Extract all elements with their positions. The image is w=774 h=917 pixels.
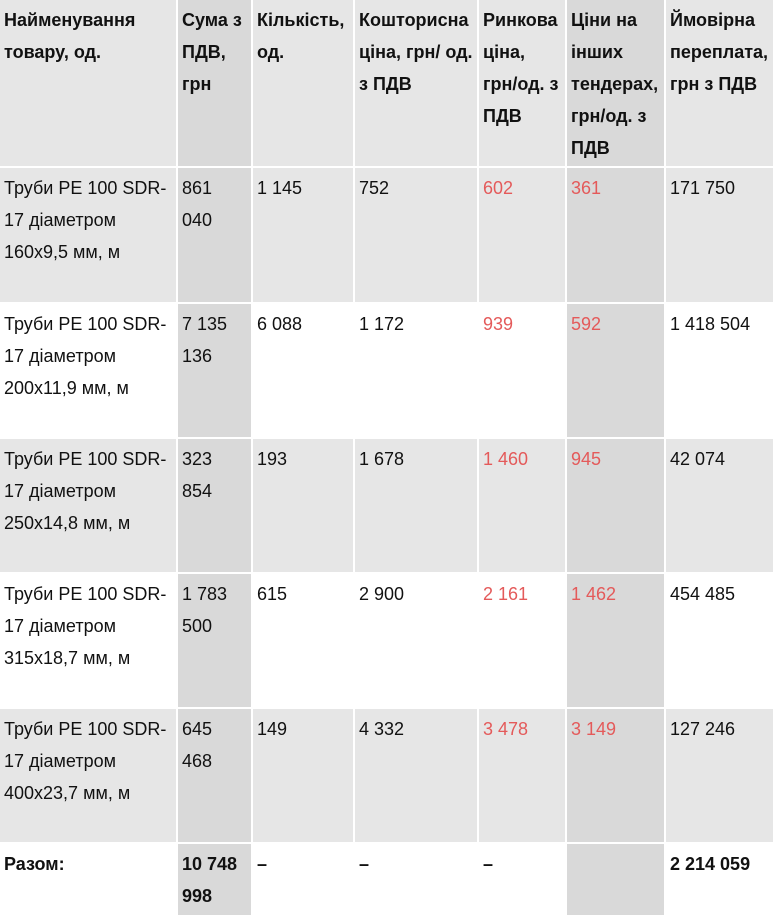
cell-sum: 861 040: [177, 167, 253, 304]
column-header-estimate-price: Кошторисна ціна, грн/ од. з ПДВ: [354, 0, 479, 168]
cell-market-price: 3 478: [478, 708, 567, 844]
cell-quantity: 615: [252, 573, 355, 709]
total-market-price: –: [478, 843, 567, 917]
cell-other-tenders-price: 945: [566, 438, 666, 574]
column-header-sum: Сума з ПДВ, грн: [177, 0, 253, 168]
cell-estimate-price: 1 172: [354, 303, 479, 439]
cell-estimate-price: 2 900: [354, 573, 479, 709]
cell-overpayment: 127 246: [665, 708, 774, 844]
table-row: Труби PE 100 SDR-17 діаметром 315х18,7 м…: [0, 573, 774, 709]
cell-other-tenders-price: 592: [566, 303, 666, 439]
cell-name: Труби PE 100 SDR-17 діаметром 200х11,9 м…: [0, 303, 178, 439]
column-header-name: Найменування товару, од.: [0, 0, 178, 168]
cell-estimate-price: 1 678: [354, 438, 479, 574]
cell-other-tenders-price: 3 149: [566, 708, 666, 844]
cell-overpayment: 42 074: [665, 438, 774, 574]
cell-quantity: 193: [252, 438, 355, 574]
table-row: Труби PE 100 SDR-17 діаметром 200х11,9 м…: [0, 303, 774, 439]
cell-sum: 1 783 500: [177, 573, 253, 709]
table-row: Труби PE 100 SDR-17 діаметром 400х23,7 м…: [0, 708, 774, 844]
cell-other-tenders-price: 361: [566, 167, 666, 304]
total-overpayment: 2 214 059: [665, 843, 774, 917]
total-quantity: –: [252, 843, 355, 917]
total-estimate-price: –: [354, 843, 479, 917]
cell-overpayment: 454 485: [665, 573, 774, 709]
cell-sum: 323 854: [177, 438, 253, 574]
cell-market-price: 1 460: [478, 438, 567, 574]
column-header-market-price: Ринкова ціна, грн/од. з ПДВ: [478, 0, 567, 168]
cell-quantity: 149: [252, 708, 355, 844]
column-header-overpayment: Ймовірна переплата, грн з ПДВ: [665, 0, 774, 168]
table-row: Труби PE 100 SDR-17 діаметром 250х14,8 м…: [0, 438, 774, 574]
cell-overpayment: 1 418 504: [665, 303, 774, 439]
cell-sum: 7 135 136: [177, 303, 253, 439]
cell-estimate-price: 752: [354, 167, 479, 304]
cell-market-price: 602: [478, 167, 567, 304]
cell-quantity: 6 088: [252, 303, 355, 439]
table-row: Труби PE 100 SDR-17 діаметром 160х9,5 мм…: [0, 167, 774, 304]
total-sum: 10 748 998: [177, 843, 253, 917]
cell-name: Труби PE 100 SDR-17 діаметром 250х14,8 м…: [0, 438, 178, 574]
cell-other-tenders-price: 1 462: [566, 573, 666, 709]
cell-market-price: 2 161: [478, 573, 567, 709]
total-label: Разом:: [0, 843, 178, 917]
column-header-quantity: Кількість, од.: [252, 0, 355, 168]
cell-sum: 645 468: [177, 708, 253, 844]
cell-market-price: 939: [478, 303, 567, 439]
cell-overpayment: 171 750: [665, 167, 774, 304]
total-other-tenders-price: [566, 843, 666, 917]
table-header-row: Найменування товару, од. Сума з ПДВ, грн…: [0, 0, 774, 168]
cell-name: Труби PE 100 SDR-17 діаметром 315х18,7 м…: [0, 573, 178, 709]
table-total-row: Разом: 10 748 998 – – – 2 214 059: [0, 843, 774, 917]
cell-name: Труби PE 100 SDR-17 діаметром 400х23,7 м…: [0, 708, 178, 844]
column-header-other-tenders-price: Ціни на інших тендерах, грн/од. з ПДВ: [566, 0, 666, 168]
cell-name: Труби PE 100 SDR-17 діаметром 160х9,5 мм…: [0, 167, 178, 304]
cell-quantity: 1 145: [252, 167, 355, 304]
cell-estimate-price: 4 332: [354, 708, 479, 844]
